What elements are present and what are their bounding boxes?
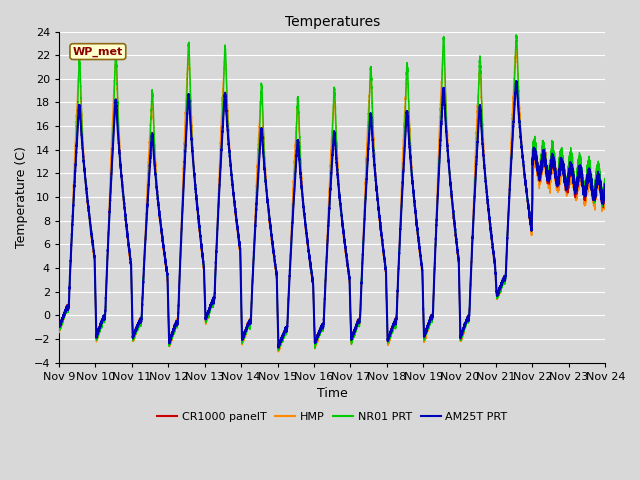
AM25T PRT — [78, 134, 86, 140]
CR1000 panelT — [163, 263, 170, 269]
HMP — [513, 45, 520, 51]
AM25T PRT — [513, 78, 520, 84]
AM25T PRT — [88, 232, 95, 238]
NR01 PRT — [58, 320, 65, 325]
AM25T PRT — [573, 185, 580, 191]
NR01 PRT — [163, 264, 170, 269]
Line: NR01 PRT: NR01 PRT — [59, 35, 605, 350]
AM25T PRT — [602, 189, 609, 194]
HMP — [573, 191, 580, 196]
NR01 PRT — [602, 176, 609, 182]
CR1000 panelT — [78, 132, 86, 138]
Y-axis label: Temperature (C): Temperature (C) — [15, 146, 28, 248]
Legend: CR1000 panelT, HMP, NR01 PRT, AM25T PRT: CR1000 panelT, HMP, NR01 PRT, AM25T PRT — [152, 408, 512, 427]
CR1000 panelT — [58, 319, 65, 324]
HMP — [323, 265, 330, 271]
HMP — [163, 267, 170, 273]
NR01 PRT — [573, 180, 580, 186]
CR1000 panelT — [602, 192, 609, 197]
HMP — [78, 113, 86, 119]
AM25T PRT — [275, 345, 282, 350]
X-axis label: Time: Time — [317, 387, 348, 400]
NR01 PRT — [88, 235, 95, 241]
Line: HMP: HMP — [59, 48, 605, 352]
HMP — [88, 236, 95, 241]
CR1000 panelT — [573, 191, 580, 196]
Text: WP_met: WP_met — [73, 47, 123, 57]
AM25T PRT — [55, 324, 63, 329]
NR01 PRT — [513, 32, 520, 37]
CR1000 panelT — [88, 234, 95, 240]
NR01 PRT — [55, 323, 63, 329]
NR01 PRT — [78, 115, 86, 121]
Line: AM25T PRT: AM25T PRT — [59, 81, 605, 348]
CR1000 panelT — [275, 345, 282, 350]
NR01 PRT — [323, 267, 330, 273]
HMP — [275, 349, 282, 355]
AM25T PRT — [163, 264, 170, 270]
HMP — [55, 326, 63, 332]
HMP — [602, 197, 609, 203]
CR1000 panelT — [513, 78, 520, 84]
AM25T PRT — [323, 265, 330, 271]
CR1000 panelT — [323, 265, 330, 271]
CR1000 panelT — [55, 322, 63, 327]
Line: CR1000 panelT: CR1000 panelT — [59, 81, 605, 348]
Title: Temperatures: Temperatures — [285, 15, 380, 29]
HMP — [58, 322, 65, 327]
AM25T PRT — [58, 318, 65, 324]
NR01 PRT — [275, 347, 282, 353]
